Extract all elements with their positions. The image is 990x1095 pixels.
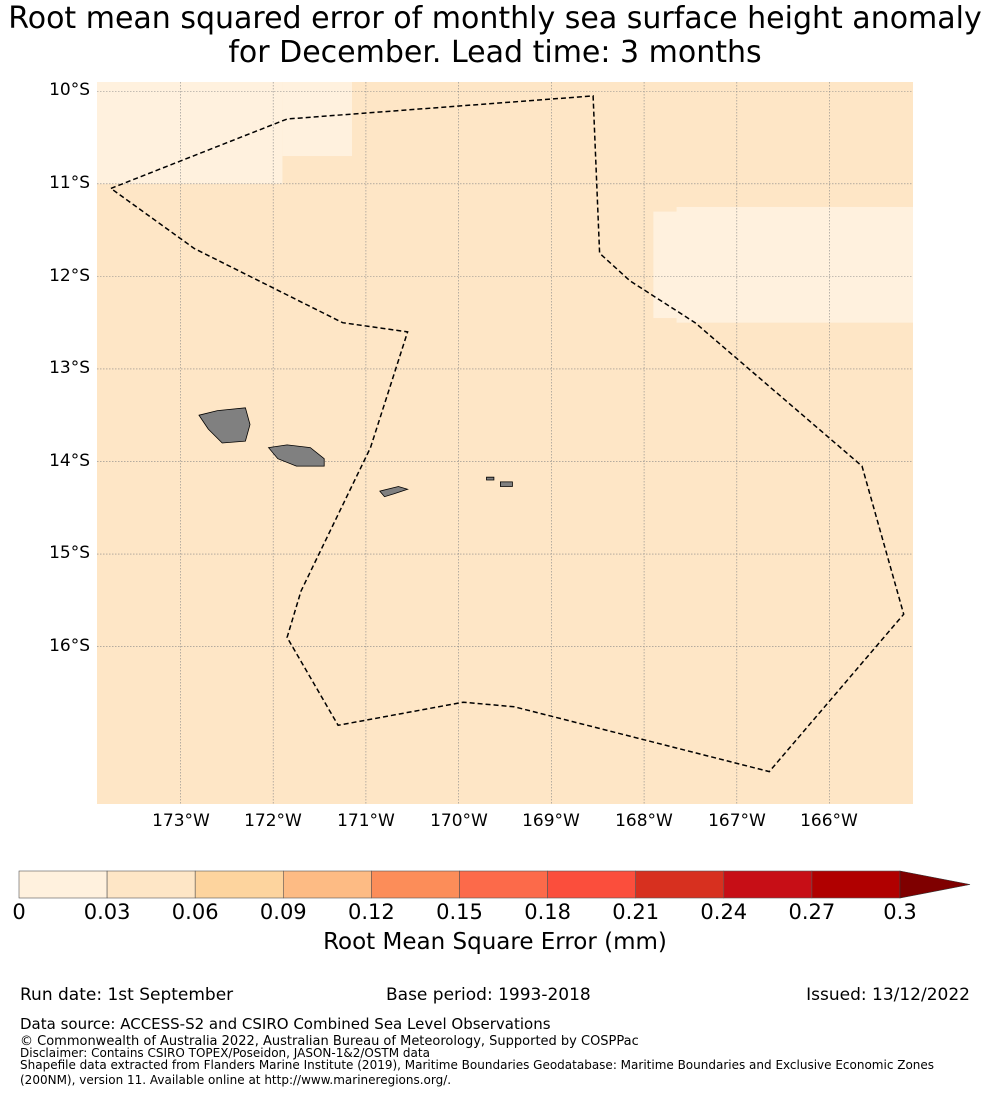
island-landmass [499, 481, 513, 487]
island-landmass [267, 444, 325, 467]
colorbar-segment [723, 870, 813, 899]
colorbar-tick-label: 0.18 [524, 900, 571, 924]
lon-label: 168°W [615, 811, 673, 831]
colorbar-tick-label: 0.21 [612, 900, 660, 924]
lat-label: 11°S [49, 173, 90, 193]
disclaimer: Disclaimer: Contains CSIRO TOPEX/Poseido… [20, 1046, 430, 1060]
copyright: © Commonwealth of Australia 2022, Austra… [20, 1034, 639, 1049]
lat-label: 16°S [49, 636, 90, 656]
colorbar-segment [547, 870, 636, 899]
island-landmass [198, 407, 251, 444]
colorbar-segment [459, 870, 548, 899]
map-canvas [97, 82, 913, 804]
map-title: Root mean squared error of monthly sea s… [0, 2, 990, 70]
colorbar-segment [106, 870, 196, 899]
colorbar-tick-label: 0 [12, 900, 26, 924]
run-date: Run date: 1st September [20, 985, 234, 1005]
rmse-low-error-cell [97, 82, 283, 184]
shapefile-credit-1: Shapefile data extracted from Flanders M… [20, 1058, 935, 1072]
colorbar-tick-label: 0.09 [259, 900, 307, 924]
colorbar-segment [18, 870, 108, 899]
colorbar-tick-label: 0.24 [700, 900, 748, 924]
lat-label: 10°S [49, 80, 90, 100]
lon-label: 173°W [152, 811, 210, 831]
lon-label: 169°W [522, 811, 580, 831]
lat-label: 13°S [49, 358, 90, 378]
colorbar-segment [635, 870, 725, 899]
lon-label: 170°W [430, 811, 488, 831]
colorbar [18, 868, 973, 906]
colorbar-tick-label: 0.3 [883, 900, 917, 924]
colorbar-segment [282, 870, 372, 899]
lon-label: 171°W [337, 811, 395, 831]
data-source: Data source: ACCESS-S2 and CSIRO Combine… [20, 1015, 551, 1033]
rmse-field-background [97, 82, 913, 804]
issued-date: Issued: 13/12/2022 [806, 985, 970, 1005]
lat-label: 14°S [49, 451, 90, 471]
lat-label: 12°S [49, 266, 90, 286]
colorbar-extend-arrow [899, 870, 971, 899]
lon-label: 172°W [244, 811, 302, 831]
colorbar-tick-label: 0.27 [788, 900, 836, 924]
colorbar-tick-label: 0.06 [171, 900, 219, 924]
colorbar-segment [371, 870, 460, 899]
shapefile-credit-2: (200NM), version 11. Available online at… [20, 1073, 452, 1087]
title-line-1: Root mean squared error of monthly sea s… [8, 1, 982, 36]
eez-boundary-line [110, 95, 905, 773]
rmse-low-error-cell [676, 206, 913, 323]
colorbar-segment [811, 870, 901, 899]
colorbar-canvas [18, 870, 971, 899]
base-period: Base period: 1993-2018 [386, 985, 591, 1005]
lon-label: 166°W [800, 811, 858, 831]
title-line-2: for December. Lead time: 3 months [228, 35, 762, 70]
colorbar-tick-label: 0.03 [83, 900, 131, 924]
colorbar-tick-label: 0.15 [436, 900, 483, 924]
lon-label: 167°W [708, 811, 766, 831]
island-landmass [379, 486, 409, 498]
colorbar-tick-label: 0.12 [348, 900, 395, 924]
island-landmass [486, 476, 495, 481]
map-panel [97, 82, 913, 804]
colorbar-label: Root Mean Square Error (mm) [323, 929, 667, 955]
lat-label: 15°S [49, 543, 90, 563]
colorbar-segment [194, 870, 284, 899]
